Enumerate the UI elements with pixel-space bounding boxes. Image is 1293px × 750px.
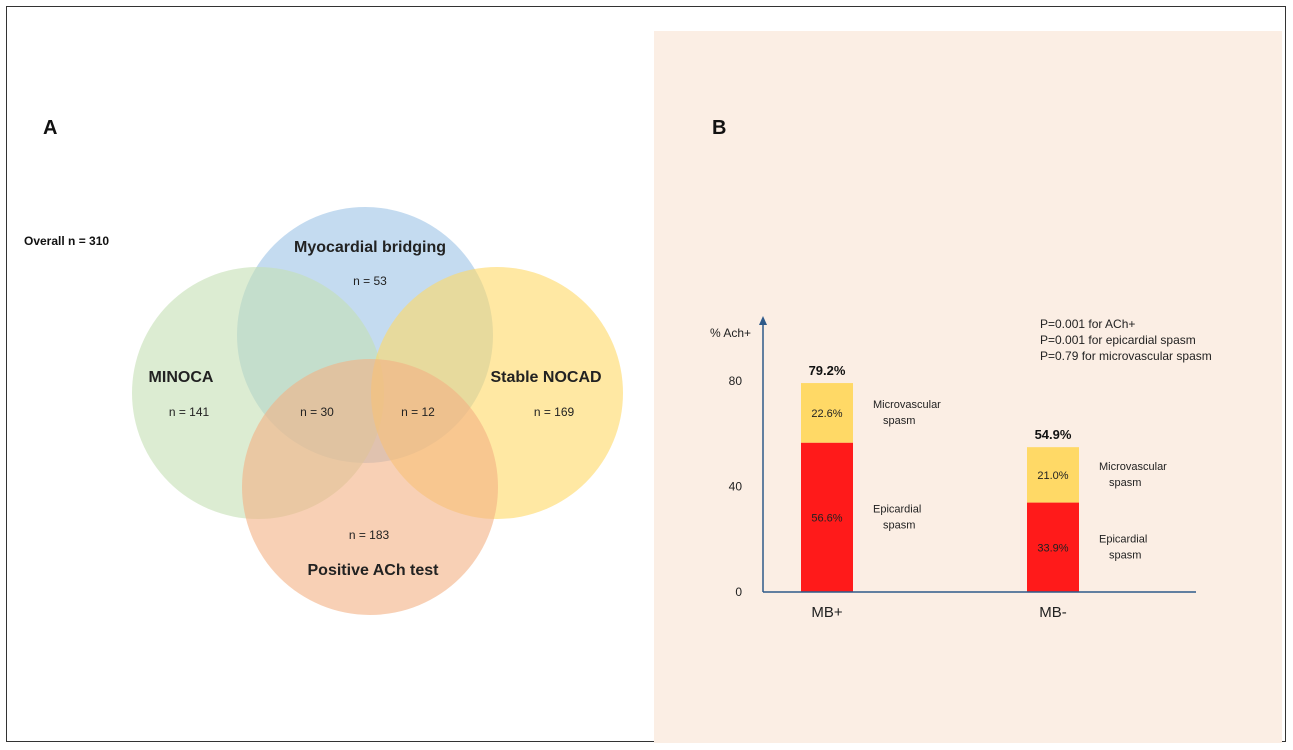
p-value-microvascular: P=0.79 for microvascular spasm (1040, 349, 1212, 363)
bar-total-label: 54.9% (1035, 427, 1072, 442)
y-axis-label: % Ach+ (710, 326, 751, 340)
segment-annotation: spasm (1109, 549, 1141, 561)
venn-circle-positive-ach-test (242, 359, 498, 615)
panel-a-letter: A (43, 117, 58, 139)
bar-total-label: 79.2% (809, 363, 846, 378)
y-axis-arrow (759, 316, 767, 325)
panel-b-background (654, 31, 1282, 743)
count-minoca: n = 141 (169, 405, 210, 419)
segment-annotation: Microvascular (873, 399, 941, 411)
set-label-minoca: MINOCA (149, 369, 214, 386)
bar-value-label: 56.6% (811, 512, 842, 524)
y-tick-label: 40 (729, 479, 743, 493)
segment-annotation: Microvascular (1099, 461, 1167, 473)
p-value-epicardial: P=0.001 for epicardial spasm (1040, 333, 1196, 347)
panel-b-letter: B (712, 117, 727, 139)
count-intersection-mb-nocad-ach: n = 12 (401, 405, 435, 419)
x-category-label: MB+ (811, 604, 843, 621)
count-positive-ach-test: n = 183 (349, 528, 390, 542)
bar-value-label: 22.6% (811, 408, 842, 420)
bar-segment-microvascular (801, 383, 853, 443)
overall-label: Overall n = 310 (24, 234, 109, 248)
p-value-ach: P=0.001 for ACh+ (1040, 317, 1135, 331)
count-intersection-mb-minoca-ach: n = 30 (300, 405, 334, 419)
y-tick-label: 0 (735, 585, 742, 599)
segment-annotation: spasm (1109, 477, 1141, 489)
count-myocardial-bridging: n = 53 (353, 274, 387, 288)
bar-segment-epicardial (1027, 502, 1079, 592)
segment-annotation: spasm (883, 519, 915, 531)
x-category-label: MB- (1039, 604, 1067, 621)
y-tick-label: 80 (729, 374, 743, 388)
bar-value-label: 33.9% (1037, 542, 1068, 554)
bar-segment-epicardial (801, 442, 853, 592)
bar-value-label: 21.0% (1037, 470, 1068, 482)
set-label-stable-nocad: Stable NOCAD (490, 369, 601, 386)
bar-segment-microvascular (1027, 447, 1079, 503)
count-stable-nocad: n = 169 (534, 405, 575, 419)
figure-frame: A B (6, 6, 1286, 743)
segment-annotation: Epicardial (1099, 533, 1147, 545)
set-label-myocardial-bridging: Myocardial bridging (294, 239, 446, 256)
segment-annotation: spasm (883, 415, 915, 427)
segment-annotation: Epicardial (873, 503, 921, 515)
set-label-positive-ach-test: Positive ACh test (308, 562, 440, 579)
